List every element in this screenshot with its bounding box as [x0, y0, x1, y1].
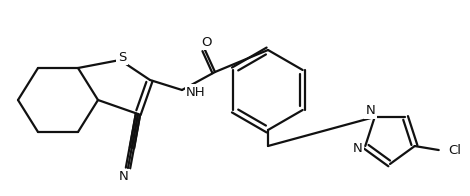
Text: N: N	[119, 171, 129, 183]
Text: N: N	[352, 142, 362, 154]
Text: NH: NH	[186, 85, 206, 99]
Text: O: O	[201, 35, 211, 48]
Text: Cl: Cl	[449, 143, 462, 157]
Text: N: N	[366, 104, 376, 117]
Text: S: S	[118, 51, 126, 64]
